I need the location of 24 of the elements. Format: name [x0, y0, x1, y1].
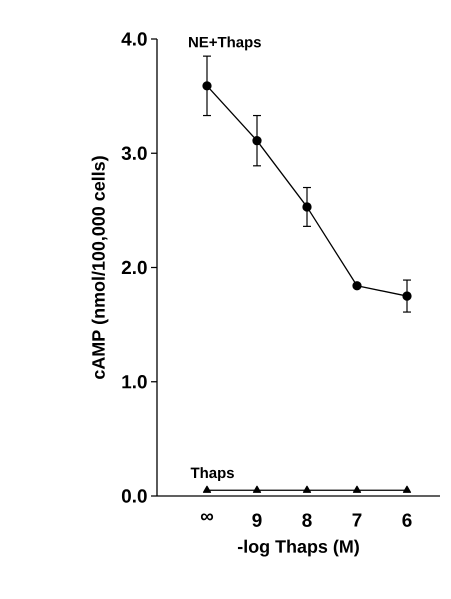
x-tick-label: 6	[402, 513, 412, 527]
legend-label: NE+Thaps	[189, 36, 261, 50]
x-tick-label: 9	[252, 513, 262, 527]
point	[302, 202, 312, 212]
series-label: Thaps	[190, 467, 234, 482]
x-tick-label: 7	[352, 513, 362, 526]
point	[302, 486, 312, 493]
point	[402, 486, 412, 493]
point	[352, 281, 362, 290]
y-tick-label: 4.0	[121, 32, 147, 46]
y-axis-title: cAMP (nmol/100,000 cells)	[92, 156, 108, 379]
point	[252, 136, 262, 146]
y-tick-label: 2.0	[122, 260, 147, 274]
y-tick-label: 1.0	[122, 375, 147, 388]
point	[202, 81, 212, 90]
point	[402, 291, 412, 301]
y-tick-label: 3.0	[122, 146, 147, 160]
point	[252, 486, 262, 493]
y-tick-label: 0.0	[122, 489, 147, 503]
x-axis-title: -log Thaps (M)	[238, 540, 359, 556]
x-tick-label: ∞	[200, 513, 214, 520]
x-tick-label: 8	[302, 513, 312, 527]
point	[202, 486, 212, 493]
point	[352, 486, 362, 493]
